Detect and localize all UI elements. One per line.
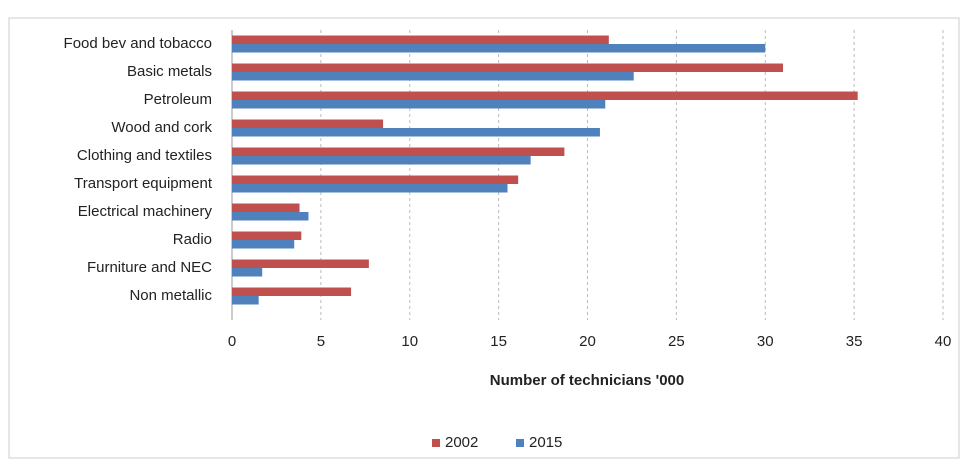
y-tick-label: Radio [173,231,212,248]
y-tick-label: Basic metals [127,63,212,80]
x-tick-label: 10 [401,333,418,350]
bar [232,240,295,249]
legend-swatch [432,439,440,447]
bar [232,231,302,240]
x-tick-label: 40 [935,333,952,350]
x-tick-label: 25 [668,333,685,350]
x-tick-label: 5 [317,333,325,350]
y-tick-label: Food bev and tobacco [64,35,212,52]
bar [232,119,384,128]
chart-frame [8,17,960,459]
bar [232,35,609,44]
bar [232,44,766,53]
bar [232,63,784,72]
bar [232,296,259,305]
bar [232,212,309,221]
legend-label: 2002 [445,434,478,451]
legend-label: 2015 [529,434,562,451]
bar [232,287,352,296]
bar [232,128,600,137]
x-tick-label: 35 [846,333,863,350]
y-tick-label: Non metallic [129,287,212,304]
bar [232,156,531,165]
bar [232,91,858,100]
x-axis-title: Number of technicians '000 [490,372,684,389]
bar [232,203,300,212]
y-tick-label: Petroleum [144,91,212,108]
y-tick-label: Furniture and NEC [87,259,212,276]
bar [232,72,634,81]
legend-swatch [516,439,524,447]
y-tick-label: Clothing and textiles [77,147,212,164]
bar [232,259,369,268]
bar [232,100,606,109]
bar [232,268,263,277]
y-tick-label: Wood and cork [111,119,212,136]
bar [232,147,565,156]
y-tick-label: Electrical machinery [78,203,213,220]
x-tick-label: 15 [490,333,507,350]
y-tick-label: Transport equipment [74,175,213,192]
bar [232,184,508,193]
x-tick-label: 20 [579,333,596,350]
x-tick-label: 30 [757,333,774,350]
bar [232,175,519,184]
x-tick-label: 0 [228,333,236,350]
